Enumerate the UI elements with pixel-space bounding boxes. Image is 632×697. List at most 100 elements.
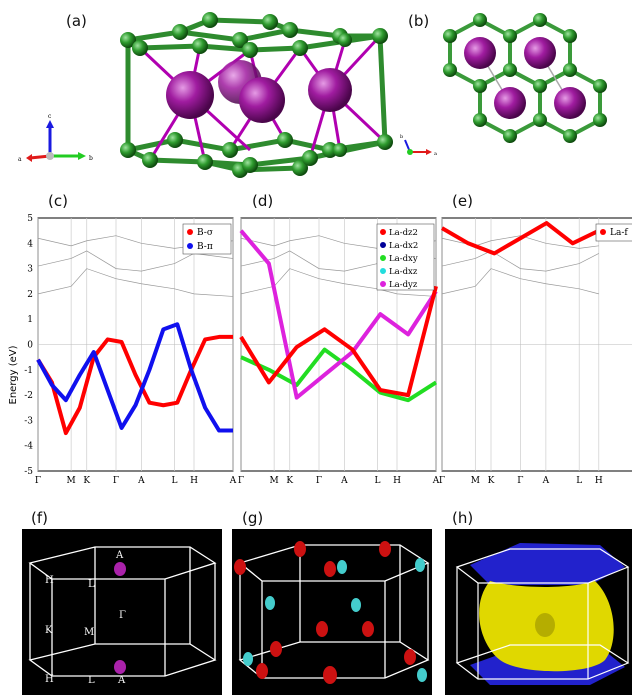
bz-label-a-top: A — [115, 550, 124, 561]
bz-label-a-bottom: A — [117, 675, 126, 686]
kpoint-label: M — [67, 476, 76, 486]
kpoint-label: M — [471, 476, 480, 486]
kpoint-label: L — [375, 476, 381, 486]
panel-label-e: (e) — [452, 192, 473, 210]
fermi-pocket-a-top — [114, 562, 126, 576]
bz-panel-f: A H L Γ K M H L A — [22, 529, 222, 695]
axes-indicator-a: c b a — [18, 113, 93, 163]
legend-label-dyz: La-dyz — [389, 280, 418, 290]
y-tick-label: 0 — [27, 341, 33, 351]
kpoint-label: H — [393, 476, 401, 486]
bz-label-l-bottom: L — [88, 675, 95, 686]
legend-label-dxy: La-dxy — [389, 254, 418, 264]
background-band — [441, 268, 599, 295]
legend-label-b-sigma: B-σ — [197, 228, 213, 238]
crystal-structure-side: c b a — [18, 12, 393, 178]
legend-marker-b-pi — [187, 243, 193, 249]
kpoint-label: K — [488, 476, 495, 486]
panel-label-h: (h) — [452, 509, 474, 527]
kpoint-label: H — [595, 476, 603, 486]
svg-text:b: b — [89, 155, 93, 162]
kpoint-label: A — [340, 476, 348, 486]
y-tick-label: 1 — [27, 315, 33, 325]
axes-indicator-b: a b — [400, 134, 437, 157]
kpoint-label: M — [270, 476, 279, 486]
y-tick-label: 3 — [27, 265, 33, 275]
legend-marker-la-f — [600, 229, 606, 235]
legend-c: B-σ B-π — [182, 223, 232, 255]
y-axis-title: Energy (eV) — [8, 345, 19, 404]
legend-label-dx2: La-dx2 — [389, 241, 418, 251]
kpoint-label: Γ — [517, 476, 523, 486]
bz-label-k: K — [45, 625, 53, 636]
svg-text:a: a — [434, 151, 437, 157]
band-la-dz2 — [239, 285, 438, 398]
legend-marker-dyz — [380, 281, 386, 287]
panel-label-c: (c) — [48, 192, 68, 210]
kpoint-label: A — [229, 476, 237, 486]
kpoint-label: A — [542, 476, 550, 486]
svg-text:c: c — [48, 113, 52, 120]
bz-label-m: M — [84, 627, 94, 638]
fermi-pockets-cyan — [243, 558, 427, 682]
background-band — [37, 250, 234, 272]
svg-text:b: b — [400, 134, 403, 140]
band-la-dxy — [240, 347, 438, 403]
band-b- — [36, 334, 233, 436]
kpoint-label: A — [137, 476, 145, 486]
kpoint-label: A — [432, 476, 440, 486]
y-tick-label: 4 — [27, 239, 33, 249]
y-tick-label: -2 — [24, 391, 33, 401]
legend-label-la-f: La-f — [610, 228, 628, 238]
fermi-pocket-a-bottom — [114, 660, 126, 674]
panel-label-g: (g) — [242, 509, 264, 527]
kpoint-label: Γ — [439, 476, 445, 486]
la-atoms-top — [464, 37, 586, 119]
legend-marker-dxz — [380, 268, 386, 274]
panel-label-b: (b) — [408, 12, 430, 30]
kpoint-label: Γ — [238, 476, 244, 486]
band-b- — [36, 322, 233, 433]
y-tick-label: -4 — [24, 442, 33, 452]
legend-label-dz2: La-dz2 — [389, 228, 418, 238]
legend-d: La-dz2 La-dx2 La-dxy La-dxz La-dyz — [376, 223, 435, 291]
kpoint-label: L — [576, 476, 582, 486]
bz-label-h-top: H — [45, 575, 54, 586]
kpoint-label: Γ — [113, 476, 119, 486]
svg-text:a: a — [18, 156, 22, 163]
legend-marker-dx2 — [380, 242, 386, 248]
honeycomb-bonds — [448, 17, 602, 139]
y-tick-label: -3 — [24, 416, 33, 426]
b-atoms — [120, 12, 393, 178]
kpoint-label: Γ — [316, 476, 322, 486]
crystal-structure-top: a b — [400, 13, 607, 157]
band-la-dyz — [239, 229, 438, 400]
bz-panel-g — [232, 529, 432, 695]
background-band — [37, 268, 234, 297]
legend-label-dxz: La-dxz — [389, 267, 418, 277]
la-b-bonds — [138, 34, 387, 163]
panel-label-d: (d) — [252, 192, 274, 210]
legend-label-b-pi: B-π — [197, 242, 213, 252]
legend-marker-b-sigma — [187, 229, 193, 235]
legend-marker-dxy — [380, 255, 386, 261]
panel-label-a: (a) — [66, 12, 87, 30]
y-tick-label: -5 — [24, 467, 33, 477]
legend-e: La-f — [595, 223, 632, 242]
y-tick-label: 5 — [27, 214, 33, 224]
legend-marker-dz2 — [380, 229, 386, 235]
kpoint-label: Γ — [35, 476, 41, 486]
bz-label-gamma: Γ — [119, 610, 126, 621]
b-atoms-top — [443, 13, 607, 143]
kpoint-label: K — [83, 476, 90, 486]
kpoint-label: K — [286, 476, 293, 486]
background-band — [240, 268, 437, 297]
bz-label-l-top: L — [88, 579, 95, 590]
kpoint-label: H — [190, 476, 198, 486]
y-tick-label: -1 — [24, 366, 33, 376]
fermi-sheet-blue-top — [470, 543, 625, 585]
